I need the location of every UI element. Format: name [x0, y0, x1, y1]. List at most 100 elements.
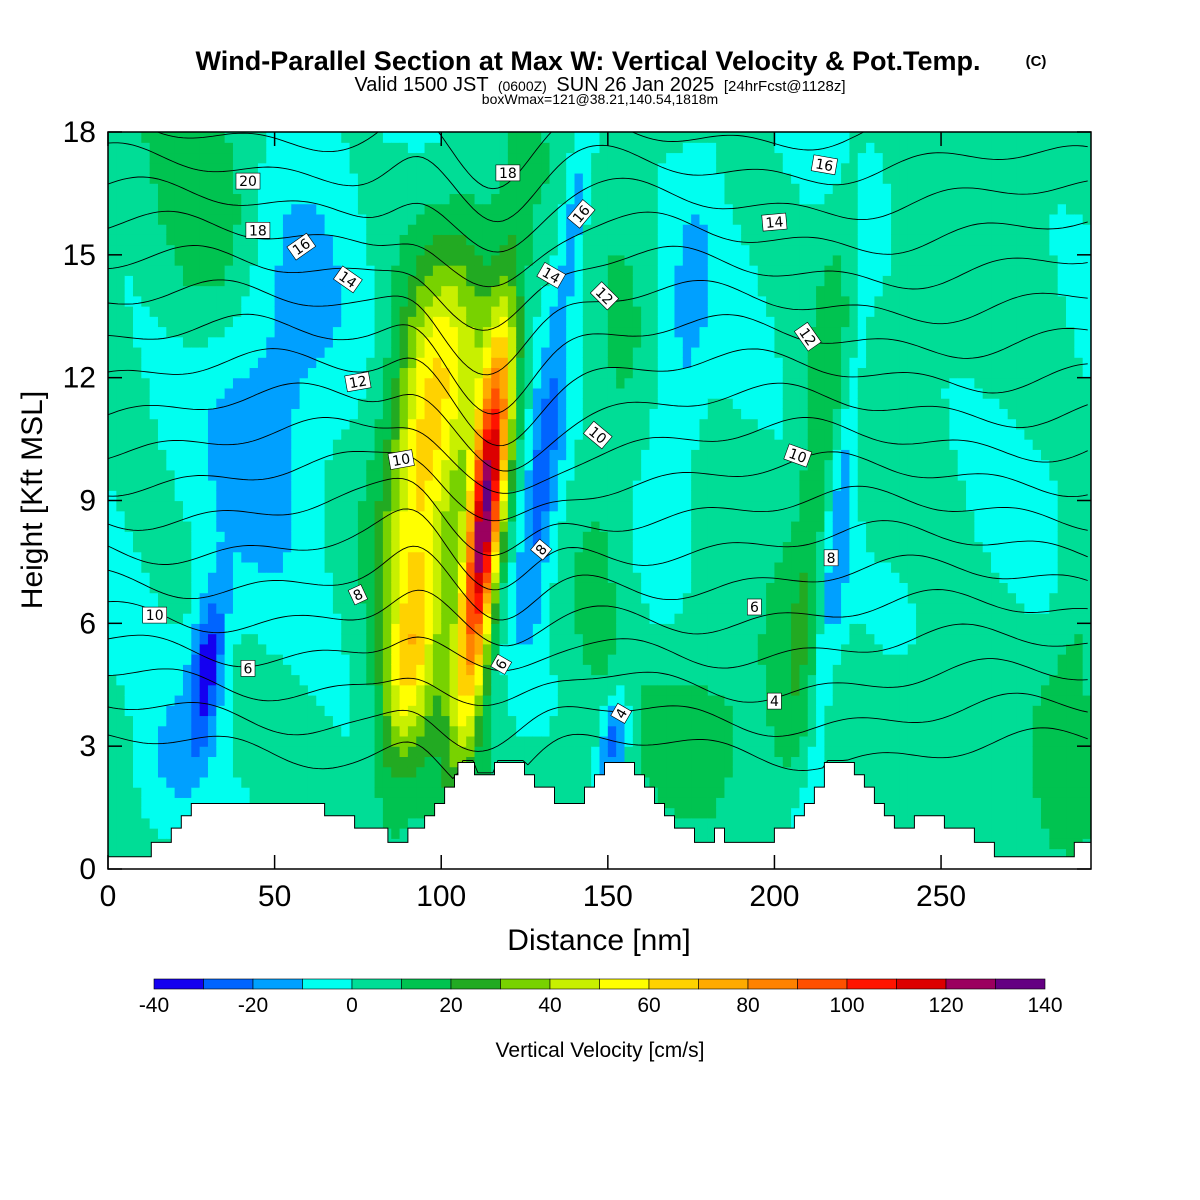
velocity-cell: [491, 705, 501, 717]
velocity-cell: [482, 541, 492, 553]
velocity-cell: [624, 398, 634, 409]
velocity-cell: [491, 490, 501, 502]
velocity-cell: [257, 654, 267, 665]
velocity-cell: [191, 193, 201, 205]
velocity-cell: [357, 224, 367, 235]
velocity-cell: [216, 306, 226, 317]
velocity-cell: [649, 643, 659, 655]
velocity-cell: [582, 234, 592, 246]
velocity-cell: [241, 203, 251, 215]
velocity-cell: [282, 306, 292, 317]
velocity-cell: [249, 346, 259, 358]
velocity-cell: [266, 715, 276, 727]
velocity-cell: [566, 480, 576, 491]
velocity-cell: [349, 602, 359, 614]
velocity-cell: [266, 398, 276, 409]
velocity-cell: [674, 132, 684, 143]
velocity-cell: [108, 172, 117, 184]
velocity-cell: [474, 572, 484, 583]
velocity-cell: [416, 459, 426, 471]
velocity-cell: [457, 398, 467, 409]
velocity-cell: [407, 172, 417, 184]
velocity-cell: [349, 357, 359, 369]
velocity-cell: [391, 357, 401, 369]
velocity-cell: [507, 623, 517, 635]
velocity-cell: [507, 541, 517, 553]
velocity-cell: [199, 551, 209, 563]
velocity-cell: [307, 326, 317, 338]
velocity-cell: [641, 766, 651, 778]
velocity-cell: [582, 510, 592, 522]
velocity-cell: [607, 449, 617, 461]
velocity-cell: [499, 592, 509, 604]
velocity-cell: [141, 520, 151, 532]
velocity-cell: [557, 602, 567, 614]
velocity-cell: [516, 735, 526, 747]
velocity-cell: [674, 766, 684, 778]
velocity-cell: [541, 152, 551, 164]
velocity-cell: [324, 613, 334, 624]
velocity-cell: [374, 387, 384, 399]
velocity-cell: [141, 756, 151, 768]
velocity-cell: [441, 551, 451, 563]
velocity-cell: [441, 725, 451, 737]
velocity-cell: [582, 582, 592, 594]
velocity-cell: [391, 336, 401, 348]
velocity-cell: [332, 807, 342, 819]
velocity-cell: [174, 193, 184, 205]
velocity-cell: [291, 357, 301, 369]
velocity-cell: [391, 787, 401, 798]
velocity-cell: [507, 500, 517, 512]
velocity-cell: [116, 797, 126, 809]
velocity-cell: [224, 510, 234, 522]
velocity-cell: [682, 684, 692, 696]
velocity-cell: [516, 500, 526, 512]
velocity-cell: [424, 694, 434, 706]
velocity-cell: [132, 848, 142, 860]
velocity-cell: [674, 694, 684, 706]
velocity-cell: [241, 346, 251, 358]
velocity-cell: [407, 203, 417, 215]
velocity-cell: [457, 346, 467, 358]
velocity-cell: [232, 346, 242, 358]
velocity-cell: [599, 162, 609, 174]
velocity-cell: [524, 520, 534, 532]
velocity-cell: [149, 766, 159, 778]
velocity-cell: [441, 316, 451, 328]
velocity-cell: [182, 725, 192, 737]
velocity-cell: [574, 449, 584, 461]
velocity-cell: [632, 172, 642, 184]
velocity-cell: [166, 715, 176, 727]
velocity-cell: [299, 561, 309, 573]
velocity-cell: [616, 275, 626, 287]
velocity-cell: [399, 224, 409, 235]
velocity-cell: [607, 694, 617, 706]
velocity-cell: [416, 346, 426, 358]
velocity-cell: [391, 602, 401, 614]
velocity-cell: [491, 623, 501, 635]
velocity-cell: [507, 551, 517, 563]
velocity-cell: [407, 623, 417, 635]
velocity-cell: [641, 418, 651, 430]
velocity-cell: [124, 592, 134, 604]
velocity-cell: [657, 613, 667, 624]
velocity-cell: [441, 275, 451, 287]
velocity-cell: [557, 244, 567, 256]
velocity-cell: [266, 776, 276, 788]
velocity-cell: [491, 234, 501, 246]
velocity-cell: [399, 572, 409, 583]
velocity-cell: [566, 520, 576, 532]
velocity-cell: [416, 306, 426, 317]
velocity-cell: [282, 766, 292, 778]
velocity-cell: [124, 439, 134, 450]
velocity-cell: [666, 480, 676, 491]
velocity-cell: [591, 275, 601, 287]
velocity-cell: [516, 520, 526, 532]
velocity-cell: [357, 817, 367, 829]
velocity-cell: [524, 592, 534, 604]
velocity-cell: [216, 664, 226, 676]
velocity-cell: [391, 807, 401, 819]
velocity-cell: [316, 285, 326, 297]
velocity-cell: [274, 265, 284, 276]
velocity-cell: [424, 132, 434, 143]
